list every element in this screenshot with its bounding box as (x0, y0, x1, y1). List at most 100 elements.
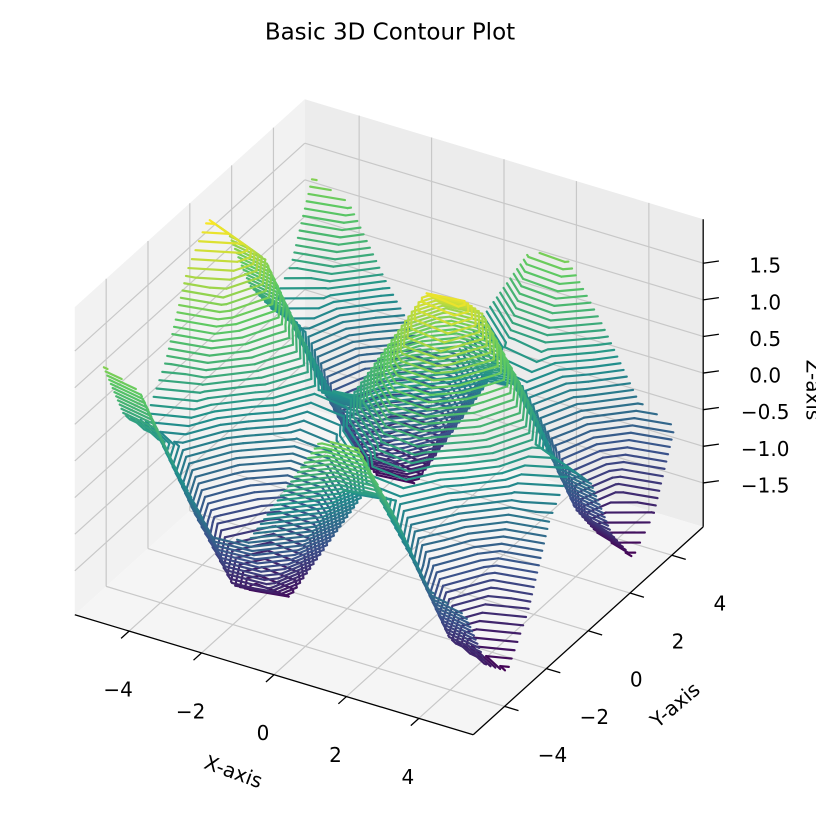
contour-segment (364, 404, 385, 435)
contour-segment (510, 597, 532, 603)
contour-segment (345, 489, 383, 498)
contour-segment (561, 267, 574, 271)
contour-segment (249, 248, 253, 259)
contour-segment (448, 635, 482, 654)
contour-segment (550, 429, 574, 440)
contour-segment (451, 594, 490, 607)
contour-segment (424, 447, 471, 454)
contour-segment (167, 347, 211, 357)
contour-segment (284, 591, 295, 597)
contour-segment (481, 611, 528, 619)
contour-segment (590, 362, 622, 369)
contour-segment (466, 528, 507, 535)
contour-segment (240, 264, 275, 282)
grid-line (304, 215, 704, 338)
contour-segment (375, 382, 392, 406)
z-tick (703, 333, 719, 338)
contour-segment (355, 386, 360, 414)
contour-segment (466, 451, 494, 458)
contour-segment (432, 377, 457, 382)
contour-segment (365, 371, 370, 400)
contour-segment (622, 491, 659, 500)
contour-segment (290, 544, 327, 561)
contour-segment (571, 501, 606, 519)
contour-segment (190, 410, 216, 419)
contour-segment (620, 468, 664, 478)
contour-segment (566, 488, 601, 506)
contour-segment (122, 411, 157, 429)
contour-segment (541, 434, 546, 451)
contour-segment (296, 236, 340, 246)
contour-segment (544, 336, 601, 344)
contour-segment (285, 487, 343, 497)
contour-segment (230, 581, 255, 590)
contour-segment (507, 513, 551, 523)
contour-segment (448, 315, 489, 328)
grid-line (74, 216, 306, 425)
contour-segment (378, 300, 398, 305)
contour-segment (134, 417, 160, 441)
contour-segment (405, 468, 427, 476)
contour-segment (265, 582, 276, 586)
contour-segment (427, 398, 468, 404)
contour-segment (372, 362, 376, 383)
contour-segment (400, 458, 434, 469)
contour-segment (225, 491, 256, 500)
contour-segment (479, 411, 521, 428)
contour-segment (300, 530, 313, 534)
contour-segment (208, 286, 228, 290)
contour-segment (313, 359, 317, 387)
contour-segment (441, 572, 488, 587)
contour-segment (256, 496, 284, 501)
contour-segment (494, 446, 534, 461)
contour-segment (450, 358, 496, 373)
z-axis-label: Z-axis (802, 360, 816, 421)
contour-segment (379, 440, 416, 456)
contour-segment (453, 310, 470, 317)
contour-segment (420, 425, 476, 433)
contour-segment (477, 310, 481, 334)
contour-segment (271, 278, 276, 306)
contour-segment (402, 499, 453, 513)
contour-segment (331, 467, 372, 479)
contour-segment (216, 511, 267, 525)
contour-segment (286, 419, 305, 427)
contour-segment (392, 388, 430, 404)
contour-segment (506, 372, 510, 388)
contour-segment (158, 379, 201, 386)
contour-segment (302, 338, 306, 367)
contour-segment (210, 505, 225, 512)
contour-segment (376, 357, 380, 374)
contour-segment (256, 523, 300, 530)
contour-segment (493, 571, 537, 581)
contour-segment (198, 382, 204, 386)
contour-segment (218, 309, 231, 314)
contour-segment (386, 368, 397, 384)
contour-segment (622, 460, 666, 470)
contour-segment (332, 378, 359, 392)
contour-segment (454, 365, 499, 380)
contour-segment (364, 396, 383, 405)
contour-segment (263, 350, 298, 363)
contour-segment (219, 420, 250, 426)
contour-segment (435, 469, 466, 474)
contour-segment (387, 410, 425, 426)
contour-segment (280, 558, 319, 575)
contour-segment (348, 331, 374, 337)
contour-segment (550, 351, 597, 358)
contour-segment (446, 324, 477, 335)
contour-segment (382, 373, 396, 392)
contour-segment (589, 524, 621, 545)
contour-segment (219, 504, 263, 517)
contour-segment (245, 474, 289, 480)
contour-segment (455, 332, 496, 345)
contour-segment (250, 403, 278, 409)
contour-segment (525, 368, 561, 384)
contour-segment (209, 398, 255, 406)
contour-segment (439, 476, 464, 481)
contour-segment (344, 213, 356, 217)
contour-segment (222, 498, 260, 509)
contour-segment (411, 349, 465, 357)
contour-segment (371, 465, 408, 481)
contour-segment (560, 274, 577, 278)
